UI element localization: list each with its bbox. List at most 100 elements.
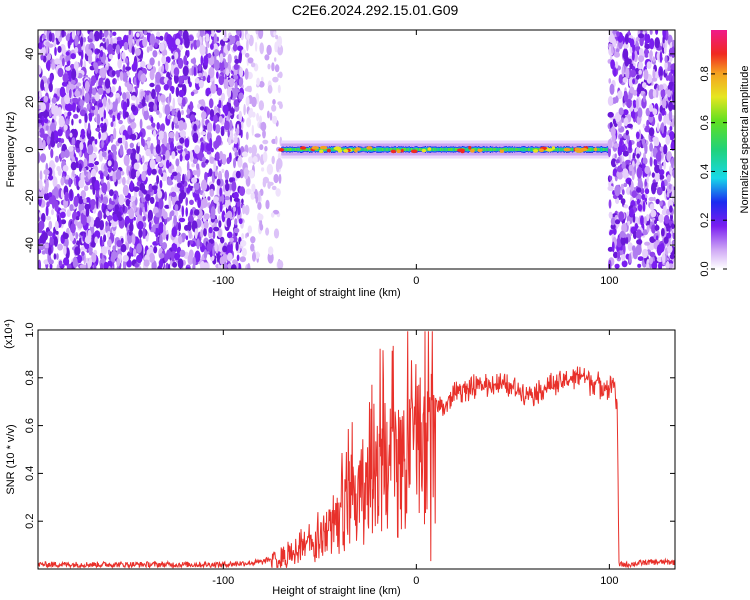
heatmap-cell — [215, 30, 222, 33]
heatmap-cell — [198, 79, 204, 89]
heatmap-cell — [51, 209, 54, 216]
heatmap-cell — [648, 103, 654, 112]
heatmap-cell — [189, 150, 194, 162]
heatmap-cell — [627, 58, 632, 65]
heatmap-cell — [239, 67, 244, 78]
signal-core — [537, 148, 539, 151]
heatmap-cell — [38, 111, 46, 118]
heatmap-cell — [196, 238, 200, 250]
signal-peak — [539, 148, 544, 153]
heatmap-cell — [174, 51, 179, 60]
heatmap-cell — [243, 103, 246, 116]
heatmap-cell — [196, 163, 200, 170]
heatmap-cell — [185, 207, 188, 217]
heatmap-cell — [43, 192, 50, 201]
heatmap-cell — [97, 87, 104, 95]
heatmap-cell — [79, 141, 84, 151]
heatmap-cell — [271, 185, 277, 191]
heatmap-cell — [262, 151, 268, 163]
signal-core — [444, 148, 446, 151]
heatmap-cell — [84, 235, 92, 244]
heatmap-cell — [620, 236, 627, 246]
heatmap-cell — [91, 106, 96, 111]
heatmap-cell — [155, 144, 161, 155]
signal-core — [426, 148, 428, 151]
heatmap-cell — [68, 263, 72, 269]
signal-peak — [533, 149, 539, 153]
signal-core — [383, 148, 385, 151]
heatmap-cell — [617, 165, 623, 173]
heatmap-cell — [48, 175, 54, 181]
colorbar-label: Normalized spectral amplitude — [739, 66, 750, 214]
heatmap-cell — [112, 171, 117, 183]
heatmap-cell — [205, 30, 211, 33]
y-axis-label: SNR (10 * v/v) — [5, 424, 17, 494]
heatmap-cell — [267, 181, 271, 190]
heatmap-cell — [666, 174, 671, 183]
heatmap-cell — [106, 231, 111, 238]
heatmap-cell — [67, 111, 72, 117]
heatmap-cell — [116, 258, 121, 267]
heatmap-cell — [149, 44, 153, 52]
signal-core — [561, 148, 563, 151]
heatmap-cell — [659, 68, 663, 78]
heatmap-cell — [192, 187, 195, 193]
heatmap-cell — [128, 207, 135, 220]
signal-core — [295, 148, 297, 151]
heatmap-cell — [42, 232, 48, 241]
heatmap-cell — [182, 65, 189, 77]
signal-core — [297, 148, 299, 151]
heatmap-cell — [217, 159, 220, 166]
heatmap-cell — [70, 188, 73, 199]
signal-core — [446, 148, 449, 151]
heatmap-cell — [156, 236, 159, 244]
heatmap-cell — [207, 196, 211, 201]
x-tick-label: -100 — [212, 575, 234, 587]
signal-core — [603, 148, 605, 151]
heatmap-cell — [267, 63, 271, 70]
heatmap-cell — [66, 84, 69, 94]
heatmap-cell — [651, 172, 655, 178]
heatmap-cell — [160, 94, 166, 103]
heatmap-cell — [144, 105, 148, 112]
heatmap-cell — [658, 113, 662, 122]
heatmap-cell — [187, 76, 191, 85]
heatmap-cell — [618, 74, 623, 84]
heatmap-cell — [209, 188, 215, 197]
heatmap-cell — [202, 156, 206, 162]
heatmap-cell — [123, 41, 129, 51]
heatmap-cell — [268, 246, 274, 256]
heatmap-cell — [41, 250, 46, 255]
heatmap-cell — [669, 253, 675, 260]
signal-peak — [396, 149, 401, 153]
heatmap-cell — [672, 39, 675, 48]
signal-core — [385, 148, 387, 151]
heatmap-cell — [62, 73, 69, 83]
heatmap-cell — [224, 73, 227, 80]
heatmap-cell — [241, 233, 245, 240]
heatmap-cell — [141, 155, 145, 164]
heatmap-cell — [57, 67, 64, 78]
heatmap-cell — [218, 193, 225, 205]
heatmap-cell — [56, 253, 59, 260]
signal-peak — [574, 147, 581, 152]
signal-core — [410, 148, 413, 151]
heatmap-cell — [152, 50, 158, 58]
heatmap-cell — [158, 186, 161, 196]
heatmap-cell — [38, 211, 42, 218]
heatmap-cell — [125, 198, 130, 207]
heatmap-cell — [124, 111, 129, 118]
heatmap-cell — [638, 69, 642, 75]
heatmap-cell — [661, 98, 667, 109]
heatmap-cell — [158, 222, 164, 234]
heatmap-cell — [635, 229, 643, 239]
heatmap-cell — [54, 155, 59, 163]
heatmap-cell — [187, 50, 190, 57]
heatmap-cell — [130, 195, 136, 201]
signal-core — [420, 148, 422, 151]
heatmap-cell — [122, 101, 128, 112]
heatmap-cell — [651, 77, 658, 82]
signal-core — [604, 148, 606, 151]
heatmap-cell — [101, 182, 108, 194]
heatmap-cell — [56, 142, 60, 149]
